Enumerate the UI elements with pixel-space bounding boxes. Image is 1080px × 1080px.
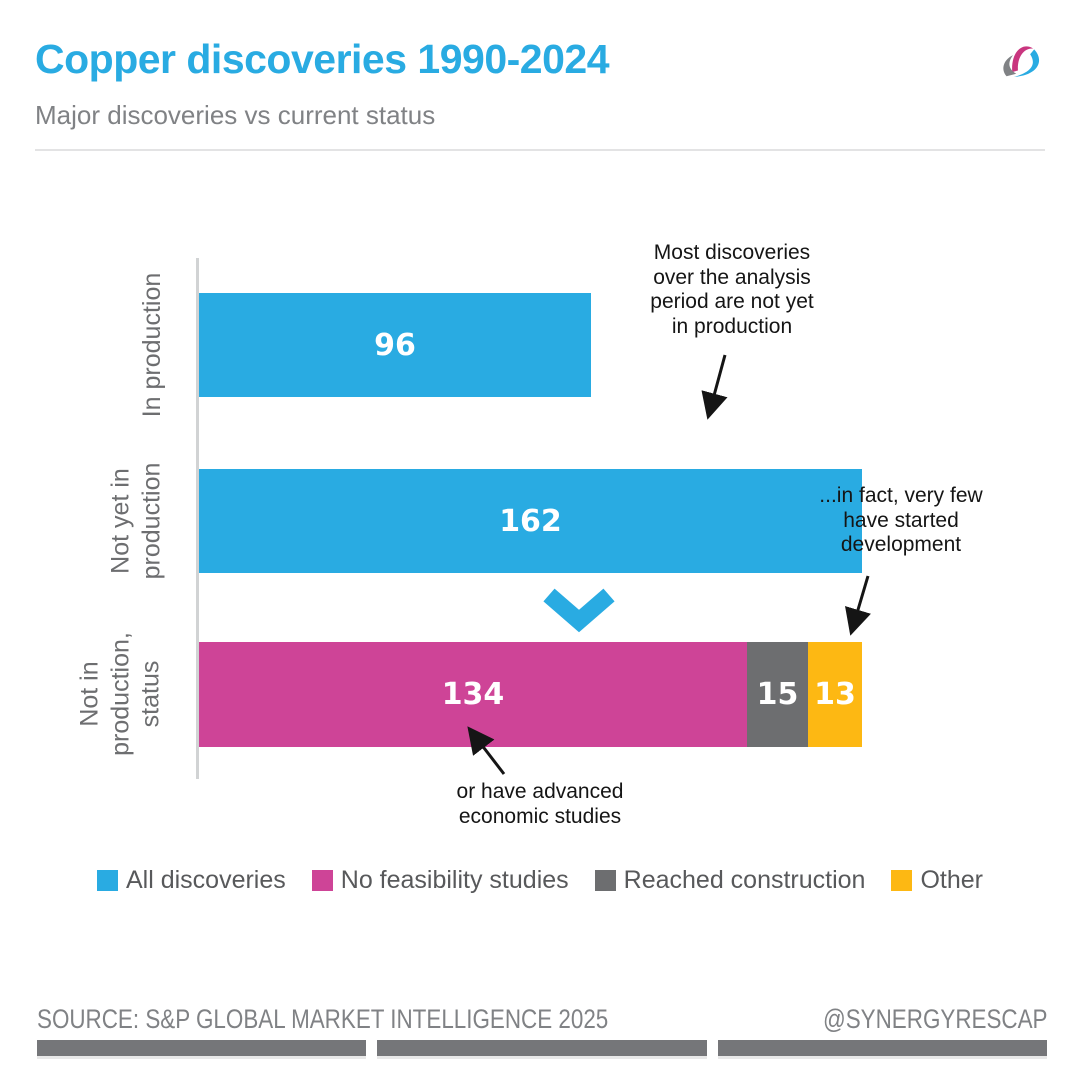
category-label-line: Not in bbox=[75, 661, 104, 727]
annotation-line: period are not yet bbox=[650, 290, 814, 314]
page-title: Copper discoveries 1990-2024 bbox=[35, 36, 610, 82]
annotation-line: economic studies bbox=[458, 804, 622, 828]
legend-item-no-feasibility-studies: No feasibility studies bbox=[311, 866, 569, 895]
bar-value-label: 162 bbox=[499, 503, 562, 539]
bar-value-label: 13 bbox=[814, 677, 856, 712]
source-credit: SOURCE: S&P GLOBAL MARKET INTELLIGENCE 2… bbox=[37, 1004, 609, 1034]
annotation-most-discoveries: Most discoveries over the analysis perio… bbox=[650, 241, 813, 339]
annotation-arrow-down-icon bbox=[845, 575, 871, 636]
y-axis-line bbox=[196, 258, 199, 779]
annotation-line: Most discoveries bbox=[653, 241, 811, 264]
segment-reached-construction: 15 bbox=[747, 642, 808, 747]
footer-bar bbox=[377, 1040, 707, 1059]
legend-swatch-blue bbox=[96, 870, 118, 891]
annotation-very-few-started: ...in fact, very few have started develo… bbox=[819, 484, 982, 558]
footer-bar bbox=[717, 1040, 1047, 1059]
annotation-advanced-economic-studies: or have advanced economic studies bbox=[457, 780, 624, 829]
brand-logo-icon bbox=[1003, 46, 1040, 77]
category-label-not-in-production-status: Not in production, status bbox=[74, 632, 166, 756]
category-label-line: In production bbox=[137, 272, 166, 418]
social-handle: @SYNERGYRESCAP bbox=[822, 1004, 1047, 1034]
annotation-arrow-down-icon bbox=[701, 354, 728, 420]
annotation-line: in production bbox=[671, 314, 793, 338]
annotation-line: have started bbox=[843, 508, 959, 532]
bar-not-yet-in-production: 162 bbox=[199, 469, 862, 573]
bar-not-in-production-status: 134 15 13 bbox=[199, 642, 862, 747]
header-divider bbox=[35, 149, 1045, 151]
legend-label: All discoveries bbox=[125, 866, 286, 894]
bar-value-label: 134 bbox=[441, 677, 505, 712]
annotation-line: development bbox=[840, 533, 962, 557]
footer-decoration-bars bbox=[37, 1040, 1047, 1059]
bar-value-label: 96 bbox=[374, 327, 416, 363]
legend-label: Reached construction bbox=[623, 866, 866, 894]
category-label-line: production bbox=[137, 462, 165, 580]
bar-in-production: 96 bbox=[199, 293, 591, 397]
annotation-arrow-up-icon bbox=[467, 726, 506, 775]
category-label-line: status bbox=[136, 660, 165, 728]
category-label-in-production: In production bbox=[137, 273, 168, 418]
legend-item-all-discoveries: All discoveries bbox=[96, 866, 286, 895]
legend-swatch-yellow bbox=[891, 870, 913, 891]
chevron-down-icon bbox=[543, 588, 615, 633]
legend-item-other: Other bbox=[891, 866, 983, 895]
legend-swatch-gray bbox=[594, 870, 616, 891]
category-label-not-yet-in-production: Not yet in production bbox=[106, 463, 167, 580]
legend-swatch-magenta bbox=[311, 870, 333, 891]
annotation-line: over the analysis bbox=[653, 265, 811, 289]
page-subtitle: Major discoveries vs current status bbox=[35, 100, 436, 130]
annotation-line: ...in fact, very few bbox=[819, 484, 983, 507]
annotation-line: or have advanced bbox=[456, 780, 624, 803]
legend-label: Other bbox=[920, 866, 983, 894]
bar-value-label: 15 bbox=[756, 677, 799, 712]
legend-label: No feasibility studies bbox=[340, 866, 569, 894]
footer-bar bbox=[37, 1040, 367, 1059]
chart-legend: All discoveries No feasibility studies R… bbox=[0, 866, 1080, 895]
category-label-line: Not yet in bbox=[106, 468, 135, 574]
legend-item-reached-construction: Reached construction bbox=[594, 866, 866, 895]
category-label-line: production, bbox=[105, 632, 134, 756]
segment-other: 13 bbox=[808, 642, 862, 747]
